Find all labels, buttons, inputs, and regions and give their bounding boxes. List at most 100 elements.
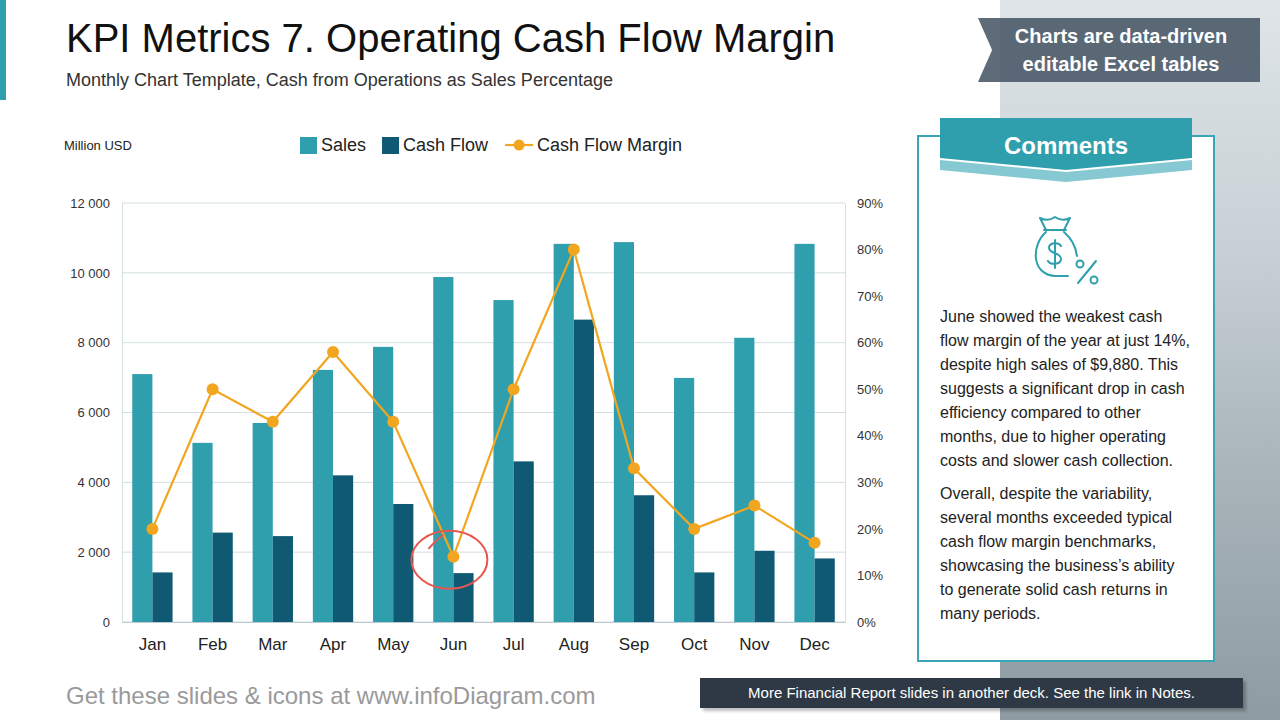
x-tick: Jul — [503, 622, 525, 654]
bar — [333, 475, 353, 622]
y2-tick: 90% — [845, 196, 883, 211]
accent-bar — [0, 0, 6, 100]
icon-part — [1036, 232, 1068, 276]
y2-tick-label: 50% — [857, 382, 883, 397]
x-tick: Dec — [799, 622, 830, 654]
x-tick: Sep — [619, 622, 649, 654]
subtitle: Monthly Chart Template, Cash from Operat… — [66, 70, 613, 91]
y-tick: 4 000 — [77, 475, 122, 490]
x-tick: May — [377, 622, 410, 654]
x-tick: Oct — [681, 622, 708, 654]
legend-swatch — [382, 137, 399, 154]
slide: KPI Metrics 7. Operating Cash Flow Margi… — [0, 0, 1280, 720]
bar — [634, 495, 654, 622]
y2-tick-label: 30% — [857, 475, 883, 490]
x-tick-label: Aug — [559, 635, 589, 654]
bar — [674, 378, 694, 622]
bar — [313, 370, 333, 622]
x-tick-label: Jan — [139, 635, 166, 654]
x-tick-label: Oct — [681, 635, 708, 654]
line — [152, 250, 814, 557]
ribbon-main — [940, 118, 1192, 170]
highlight-circle — [411, 531, 487, 589]
comment-paragraph: Overall, despite the variability, severa… — [940, 482, 1190, 626]
marker — [809, 537, 821, 549]
comments-ribbon: Comments — [940, 118, 1192, 184]
y2-tick: 0% — [845, 615, 876, 630]
marker — [207, 383, 219, 395]
bar — [493, 300, 513, 622]
bar — [273, 536, 293, 622]
y-tick-label: 8 000 — [77, 335, 110, 350]
x-tick: Jan — [139, 622, 166, 654]
icon-part — [1040, 217, 1070, 230]
icon-part — [1064, 232, 1077, 256]
y-tick-label: 12 000 — [70, 196, 110, 211]
x-tick-label: Jul — [503, 635, 525, 654]
chart: 02 0004 0006 0008 00010 00012 0000%10%20… — [0, 0, 900, 680]
y2-tick: 80% — [845, 242, 883, 257]
axis-line — [122, 204, 123, 623]
highlight-stroke — [428, 535, 443, 549]
bar — [373, 347, 393, 622]
marker — [267, 416, 279, 428]
y-tick-label: 10 000 — [70, 265, 110, 280]
y2-tick: 10% — [845, 568, 883, 583]
axis: 02 0004 0006 0008 00010 00012 000 — [70, 196, 122, 630]
bar — [734, 338, 754, 622]
x-tick-label: Jun — [440, 635, 467, 654]
icon-part — [1091, 277, 1098, 284]
x-tick-label: Apr — [320, 635, 347, 654]
x-tick-label: May — [377, 635, 410, 654]
y2-tick: 70% — [845, 289, 883, 304]
bar — [574, 320, 594, 622]
bar — [694, 572, 714, 622]
bar — [132, 374, 152, 622]
line-series — [146, 244, 820, 563]
y2-tick: 20% — [845, 522, 883, 537]
marker — [508, 383, 520, 395]
comment-paragraph: June showed the weakest cash flow margin… — [940, 305, 1190, 473]
y2-tick: 40% — [845, 428, 883, 443]
marker — [327, 346, 339, 358]
bar — [393, 504, 413, 622]
bar — [433, 277, 453, 622]
bar — [815, 558, 835, 622]
bar — [152, 572, 172, 622]
icon-money-bag — [1028, 212, 1108, 292]
icon-part — [1054, 240, 1056, 268]
marker — [688, 523, 700, 535]
title: KPI Metrics 7. Operating Cash Flow Margi… — [66, 14, 835, 62]
axis-line — [845, 204, 846, 623]
y2-tick-label: 80% — [857, 242, 883, 257]
axis-line — [123, 622, 846, 623]
icon-part — [1044, 229, 1066, 231]
grid — [122, 203, 845, 622]
highlight — [411, 531, 487, 589]
y2-tick: 30% — [845, 475, 883, 490]
bar — [754, 551, 774, 622]
y2-tick-label: 60% — [857, 335, 883, 350]
marker — [447, 551, 459, 563]
icon-part — [1078, 261, 1096, 283]
legend-swatch — [300, 137, 317, 154]
bar — [794, 244, 814, 622]
x-tick: Apr — [320, 622, 347, 654]
comments-text: June showed the weakest cash flow margin… — [940, 305, 1190, 635]
y2-tick-label: 20% — [857, 522, 883, 537]
legend-item: Sales — [300, 135, 366, 155]
y-tick-label: 0 — [103, 615, 110, 630]
icon-part — [1077, 261, 1084, 268]
legend-label: Sales — [321, 135, 366, 155]
marker — [748, 500, 760, 512]
y-tick: 10 000 — [70, 265, 122, 280]
marker — [568, 244, 580, 256]
plot-area — [132, 242, 835, 622]
grid-line — [122, 203, 845, 204]
y-tick-label: 6 000 — [77, 405, 110, 420]
grid-line — [122, 272, 845, 273]
bar-series — [132, 242, 814, 622]
footer-left: Get these slides & icons at www.infoDiag… — [66, 682, 596, 710]
marker — [628, 462, 640, 474]
comments-title: Comments — [1004, 132, 1128, 159]
